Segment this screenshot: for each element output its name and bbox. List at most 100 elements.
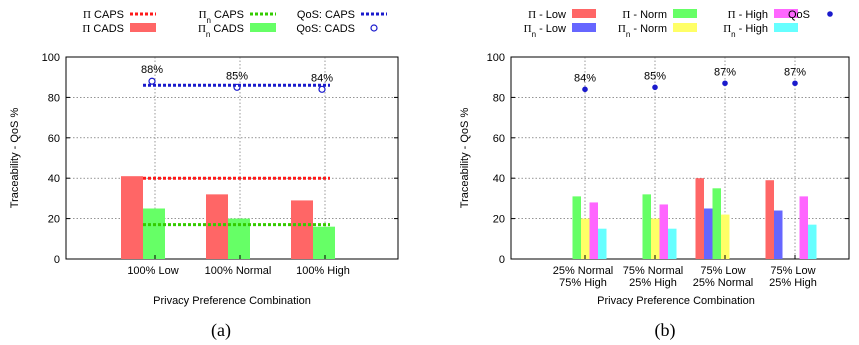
legend-rest: - Norm xyxy=(630,9,667,21)
legend-rest: - High xyxy=(736,9,768,21)
x-ticks-a: 100% Low 100% Normal 100% High xyxy=(127,255,350,277)
bar xyxy=(774,210,783,259)
legend-swatch-4 xyxy=(774,9,798,18)
qos-points-a: 88% 85% 84% xyxy=(141,64,333,93)
bar xyxy=(668,228,677,259)
x-tick-label: 75% Low xyxy=(770,265,815,277)
pi-symbol: Π xyxy=(82,23,90,35)
x-tick-label: 25% Normal xyxy=(553,265,614,277)
legend-label: QoS xyxy=(788,9,810,21)
bar xyxy=(695,178,704,259)
legend-label: Π - Norm xyxy=(622,9,667,21)
subscript-n: n xyxy=(207,16,211,25)
x-tick-label: 100% Low xyxy=(127,265,178,277)
qos-label: 85% xyxy=(644,70,666,82)
grid-b xyxy=(511,57,849,259)
bars-b xyxy=(572,178,817,259)
qos-label: 87% xyxy=(714,66,736,78)
legend-rest: CADS xyxy=(90,23,124,35)
pi-symbol: Π xyxy=(198,23,206,35)
pi-symbol: Π xyxy=(618,23,626,35)
qos-points-b: 84% 85% 87% 87% xyxy=(574,66,806,93)
x-tick-label: 100% High xyxy=(296,265,350,277)
x-tick-label: 25% Normal xyxy=(693,277,754,289)
y-axis-label-b: Traceability - QoS % xyxy=(459,108,471,209)
bar xyxy=(581,218,590,259)
legend-label: Πn - Low xyxy=(524,23,566,39)
bar xyxy=(313,226,335,259)
qos-point xyxy=(148,77,156,85)
qos-label: 84% xyxy=(574,72,596,84)
bars-a xyxy=(121,176,335,259)
x-axis-label-a: Privacy Preference Combination xyxy=(153,295,311,307)
pi-symbol: Π xyxy=(622,9,630,21)
bar xyxy=(721,214,730,259)
legend-label: QoS: CAPS xyxy=(297,9,355,21)
legend-label: Πn CAPS xyxy=(199,9,244,25)
qos-point xyxy=(652,84,658,91)
x-tick-label: 75% Low xyxy=(700,265,745,277)
legend-rest: - High xyxy=(736,23,768,35)
y-tick-label: 100 xyxy=(42,52,60,64)
x-tick-label: 25% High xyxy=(769,277,817,289)
pi-symbol: Π xyxy=(528,9,536,21)
bar xyxy=(143,208,165,259)
legend-rest: CADS xyxy=(210,23,244,35)
bar xyxy=(704,208,713,259)
bar xyxy=(572,196,581,259)
legend-swatch-5 xyxy=(370,24,378,32)
caption-a: (a) xyxy=(211,320,231,341)
legend-label: Πn CADS xyxy=(198,23,244,39)
x-tick-label: 100% Normal xyxy=(205,265,272,277)
qos-point xyxy=(722,80,728,87)
pi-symbol: Π xyxy=(524,23,532,35)
lines-a xyxy=(143,83,330,227)
subscript-n: n xyxy=(206,30,210,39)
legend-rest: CAPS xyxy=(211,9,244,21)
y-tick-label: 100 xyxy=(487,52,505,64)
bar xyxy=(291,200,313,259)
bar xyxy=(659,204,668,259)
legend-label: Πn - High xyxy=(723,23,768,39)
x-tick-label: 25% High xyxy=(629,277,677,289)
legend-label: QoS: CADS xyxy=(296,23,355,35)
pi-symbol: Π xyxy=(199,9,207,21)
legend-swatch-5 xyxy=(774,23,798,32)
y-ticks-b: 0 20 40 60 80 100 xyxy=(487,52,849,266)
legend-rest: - Low xyxy=(536,23,566,35)
y-tick-label: 0 xyxy=(54,254,60,266)
y-tick-label: 20 xyxy=(493,214,505,226)
legend-swatch-1 xyxy=(572,23,596,32)
bar xyxy=(642,194,651,259)
caption-b: (b) xyxy=(655,320,676,341)
legend-swatch-0 xyxy=(572,9,596,18)
legend-rest: - Norm xyxy=(630,23,667,35)
qos-point xyxy=(582,86,588,93)
y-tick-label: 40 xyxy=(48,173,60,185)
bar xyxy=(799,196,808,259)
y-tick-label: 60 xyxy=(493,133,505,145)
legend-swatch-6 xyxy=(827,11,833,17)
y-tick-label: 20 xyxy=(48,214,60,226)
bar xyxy=(121,176,143,259)
subscript-n: n xyxy=(731,30,735,39)
bar xyxy=(228,218,250,259)
y-tick-label: 80 xyxy=(493,92,505,104)
bar xyxy=(206,194,228,259)
x-tick-label: 75% High xyxy=(559,277,607,289)
y-ticks-a: 0 20 40 60 80 100 xyxy=(42,52,398,266)
x-tick-label: 75% Normal xyxy=(623,265,684,277)
qos-point xyxy=(233,83,241,91)
legend-swatch-3 xyxy=(673,23,697,32)
qos-label: 84% xyxy=(311,72,333,84)
x-axis-label-b: Privacy Preference Combination xyxy=(597,295,755,307)
subscript-n: n xyxy=(626,30,630,39)
bar xyxy=(651,218,660,259)
legend-rest: - Low xyxy=(536,9,566,21)
bar xyxy=(765,180,774,259)
